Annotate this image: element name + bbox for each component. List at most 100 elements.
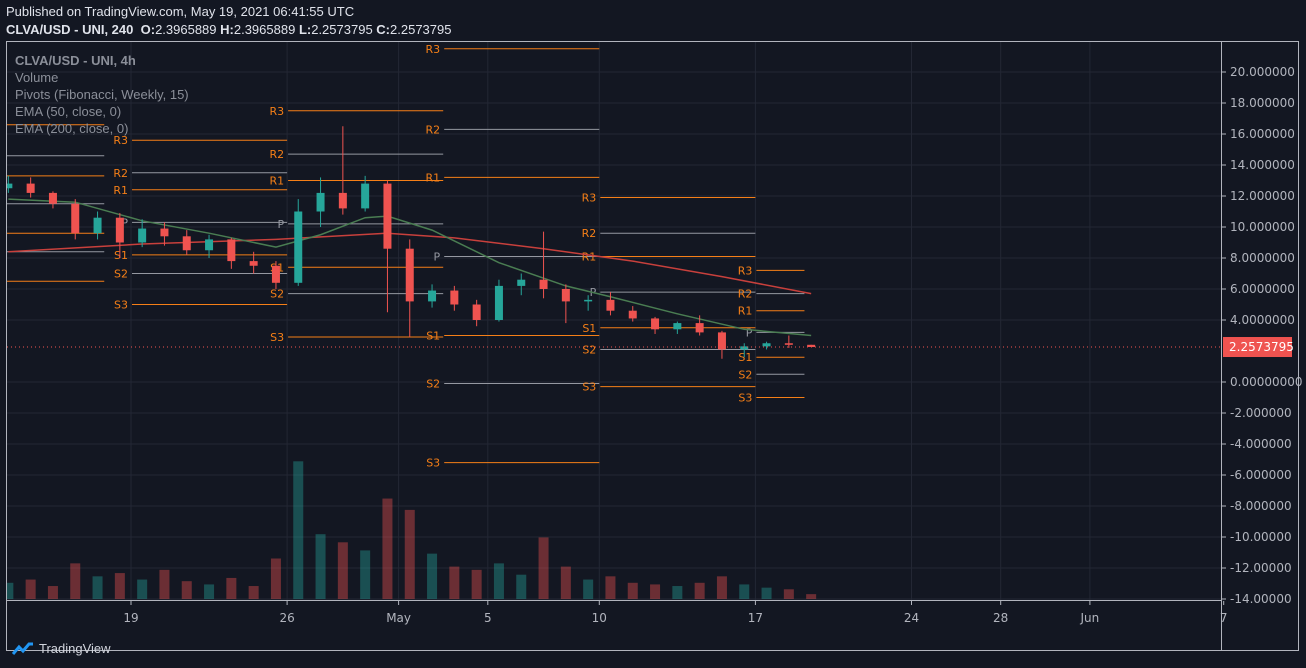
tradingview-brand: TradingView	[39, 641, 111, 656]
volume-bar	[382, 498, 393, 599]
candle-body	[294, 211, 303, 283]
pivot-label: S3	[270, 331, 284, 344]
candle-body	[182, 236, 191, 251]
candle-body	[695, 323, 704, 333]
high-label: H:	[220, 22, 234, 37]
volume-bar	[493, 563, 504, 599]
candle-body	[584, 299, 593, 302]
y-tick-label: -10.00000	[1230, 530, 1292, 544]
volume-bar	[739, 584, 750, 599]
x-tick-label: 10	[592, 611, 607, 625]
x-tick-label: Jun	[1080, 611, 1100, 625]
legend-volume[interactable]: Volume	[15, 70, 59, 85]
volume-bar	[560, 566, 571, 599]
volume-bar	[404, 509, 415, 599]
volume-bar	[47, 586, 58, 599]
pivot-label: R1	[738, 305, 753, 318]
pivot-label: S3	[114, 299, 128, 312]
time-axis[interactable]	[6, 600, 1222, 651]
y-tick-label: -2.000000	[1230, 406, 1292, 420]
volume-bar	[471, 569, 482, 599]
symbol-label: CLVA/USD - UNI, 240	[6, 22, 134, 37]
candle-body	[494, 285, 503, 320]
price-axis[interactable]	[1222, 41, 1299, 651]
volume-bar	[716, 576, 727, 599]
volume-bar	[204, 584, 215, 599]
candle-body	[160, 228, 169, 237]
pivot-label: S2	[270, 288, 284, 301]
volume-bar	[449, 566, 460, 599]
volume-bar	[627, 582, 638, 599]
pivot-label: R3	[269, 105, 284, 118]
pivot-label: P	[121, 216, 128, 229]
volume-bar	[360, 550, 371, 599]
y-tick-label: 10.000000	[1230, 220, 1295, 234]
candle-body	[48, 192, 57, 204]
pivot-label: P	[746, 326, 753, 339]
pivot-label: R1	[269, 175, 284, 188]
candle-body	[450, 290, 459, 305]
pivot-label: S3	[738, 392, 752, 405]
pivot-label: S1	[114, 249, 128, 262]
tradingview-logo-icon	[12, 642, 33, 655]
candle-body	[628, 310, 637, 319]
y-tick-label: 18.000000	[1230, 96, 1295, 110]
volume-bar	[761, 587, 772, 599]
candle-body	[561, 289, 570, 302]
pivot-label: S2	[582, 343, 596, 356]
tradingview-footer[interactable]: TradingView	[12, 641, 111, 656]
x-tick-label: 7	[1220, 611, 1228, 625]
volume-bar	[806, 594, 817, 599]
candle-body	[316, 192, 325, 212]
legend-pivots[interactable]: Pivots (Fibonacci, Weekly, 15)	[15, 87, 189, 102]
y-tick-label: 14.000000	[1230, 158, 1295, 172]
volume-bar	[783, 589, 794, 599]
x-tick-label: 19	[123, 611, 138, 625]
pivot-label: S2	[738, 368, 752, 381]
volume-bar	[92, 576, 103, 599]
y-tick-label: -4.000000	[1230, 437, 1292, 451]
published-caption: Published on TradingView.com, May 19, 20…	[6, 4, 355, 19]
volume-bar	[650, 584, 661, 599]
volume-bar	[137, 579, 148, 599]
legend-ema200[interactable]: EMA (200, close, 0)	[15, 121, 129, 136]
legend-symbol[interactable]: CLVA/USD - UNI, 4h	[15, 53, 136, 68]
pivot-label: R1	[582, 250, 597, 263]
y-tick-label: 6.0000000	[1230, 282, 1295, 296]
y-tick-label: -12.00000	[1230, 561, 1292, 575]
pivot-label: S3	[426, 457, 440, 470]
candle-body	[539, 279, 548, 289]
candle-body	[673, 323, 682, 330]
volume-bar	[694, 582, 705, 599]
low-value: 2.2573795	[311, 22, 373, 37]
candle-body	[138, 228, 147, 243]
pivot-label: R3	[113, 134, 128, 147]
y-tick-label: 8.0000000	[1230, 251, 1295, 265]
candle-body	[762, 343, 771, 347]
volume-bar	[538, 537, 549, 599]
y-tick-label: 0.00000000	[1230, 375, 1303, 389]
low-label: L:	[298, 22, 312, 37]
pivot-label: R2	[269, 148, 284, 161]
pivot-label: P	[277, 218, 284, 231]
x-tick-label: 26	[279, 611, 294, 625]
legend-ema50[interactable]: EMA (50, close, 0)	[15, 104, 122, 119]
volume-bar	[337, 542, 348, 599]
y-tick-label: -6.000000	[1230, 468, 1292, 482]
close-value: 2.2573795	[390, 22, 452, 37]
candle-body	[115, 217, 124, 243]
open-value: 2.3965889	[155, 22, 217, 37]
candle-body	[71, 203, 80, 234]
y-tick-label: 12.000000	[1230, 189, 1295, 203]
volume-bar	[159, 569, 170, 599]
candle-body	[807, 344, 816, 348]
ohlc-header: CLVA/USD - UNI, 240 O:2.3965889 H:2.3965…	[6, 22, 451, 37]
pivot-label: S1	[582, 322, 596, 335]
pivot-label: R1	[113, 184, 128, 197]
candle-body	[249, 261, 258, 266]
candle-body	[740, 346, 749, 350]
volume-bar	[248, 586, 259, 599]
volume-bar	[226, 577, 237, 599]
pivot-label: R2	[113, 167, 128, 180]
